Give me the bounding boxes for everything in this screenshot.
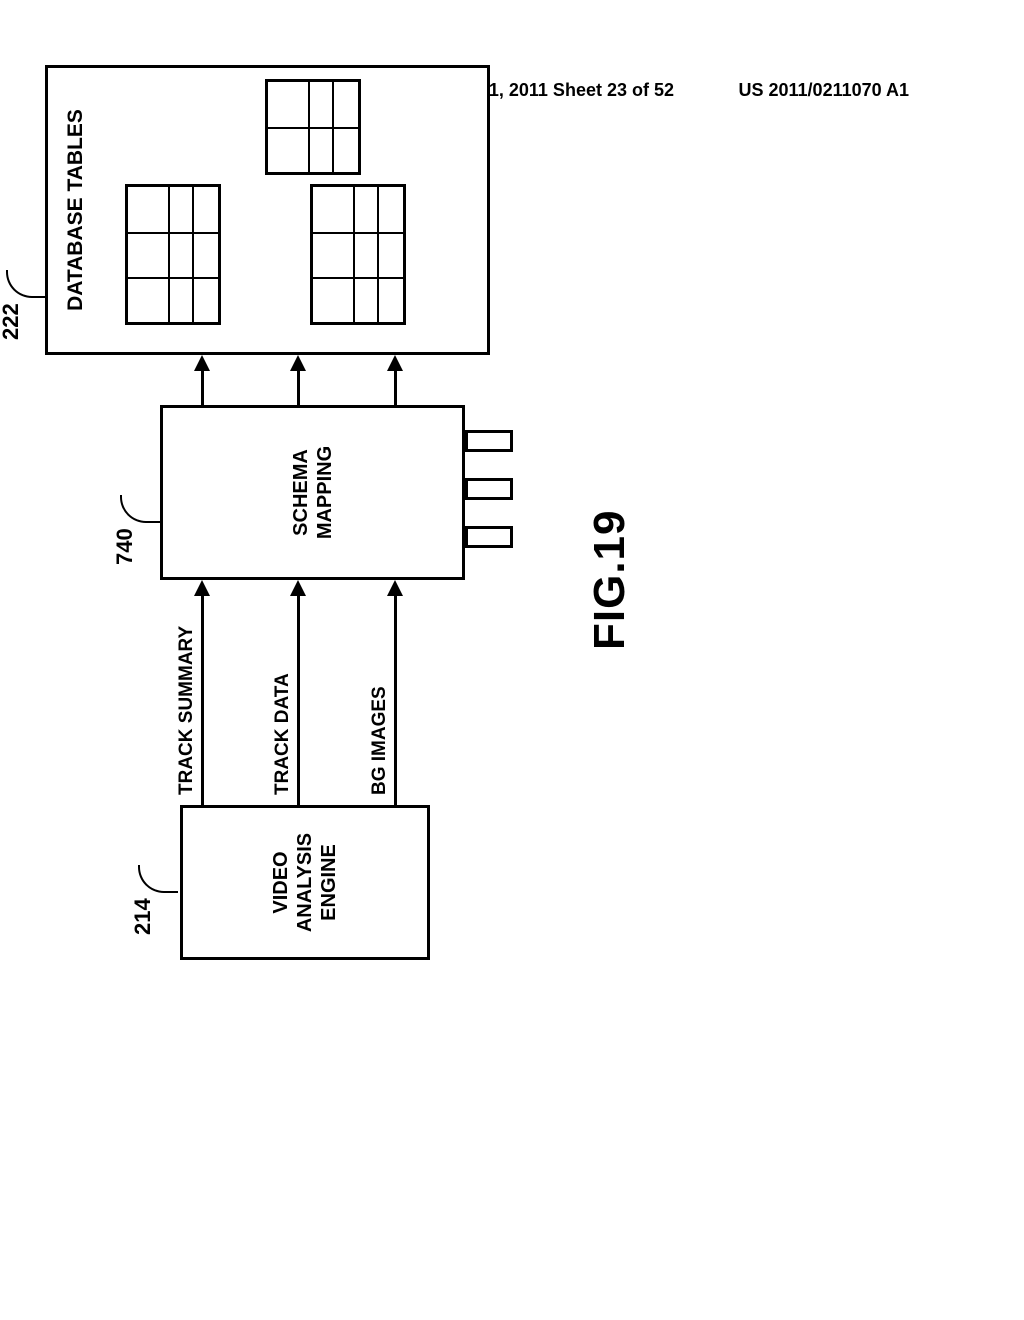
db-table-2 <box>265 79 361 175</box>
diagram-canvas: VIDEOANALYSISENGINE 214 SCHEMAMAPPING 740 DA… <box>30 60 690 960</box>
edge-0 <box>201 594 204 805</box>
arrowhead-2 <box>387 580 403 596</box>
node-label-video_engine: VIDEOANALYSISENGINE <box>269 805 341 960</box>
node-label-database_tables: DATABASE TABLES <box>63 65 88 355</box>
ref-tick-database_tables <box>6 270 46 298</box>
arrowhead-4 <box>290 355 306 371</box>
plugin-bar-0 <box>465 526 513 548</box>
node-label-schema_mapping: SCHEMAMAPPING <box>289 405 337 580</box>
plugin-bar-2 <box>465 430 513 452</box>
edge-4 <box>297 369 300 405</box>
ref-tick-schema_mapping <box>120 495 160 523</box>
db-table-0 <box>125 184 221 325</box>
arrowhead-5 <box>387 355 403 371</box>
ref-database_tables: 222 <box>0 303 24 340</box>
header-right: US 2011/0211070 A1 <box>739 80 909 101</box>
plugin-bar-1 <box>465 478 513 500</box>
figure-diagram: VIDEOANALYSISENGINE214SCHEMAMAPPING740DA… <box>150 180 810 1080</box>
arrowhead-1 <box>290 580 306 596</box>
ref-video_engine: 214 <box>130 898 156 935</box>
edge-2 <box>394 594 397 805</box>
edge-label-2: BG IMAGES <box>369 686 391 795</box>
edge-1 <box>297 594 300 805</box>
arrowhead-0 <box>194 580 210 596</box>
edge-label-0: TRACK SUMMARY <box>176 626 198 795</box>
edge-label-1: TRACK DATA <box>272 673 294 795</box>
ref-schema_mapping: 740 <box>112 528 138 565</box>
edge-3 <box>201 369 204 405</box>
ref-tick-video_engine <box>138 865 178 893</box>
edge-5 <box>394 369 397 405</box>
arrowhead-3 <box>194 355 210 371</box>
figure-label: FIG.19 <box>585 510 635 651</box>
db-table-1 <box>310 184 406 325</box>
